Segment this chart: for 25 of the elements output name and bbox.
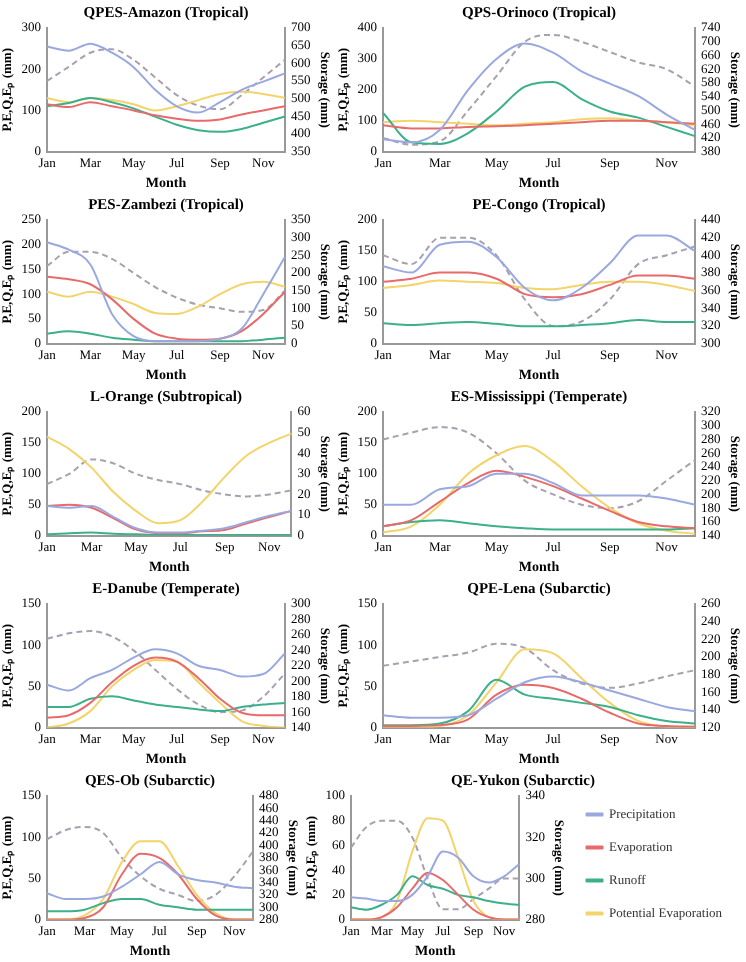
line-series <box>46 250 286 313</box>
line-series <box>46 898 254 913</box>
line-series <box>46 280 286 315</box>
line-series <box>46 695 286 713</box>
line-series <box>46 656 286 719</box>
line-series <box>350 875 521 911</box>
line-series <box>46 432 293 525</box>
line-series <box>382 426 696 510</box>
line-series <box>382 675 696 719</box>
line-series <box>382 642 696 689</box>
line-series <box>46 630 286 714</box>
line-series <box>46 648 286 692</box>
line-series <box>46 860 254 900</box>
line-series <box>46 97 286 133</box>
line-series <box>382 236 696 327</box>
line-series <box>382 469 696 530</box>
line-series <box>382 472 696 506</box>
line-series <box>46 825 254 903</box>
line-series <box>350 850 521 903</box>
line-series <box>46 90 286 112</box>
line-series <box>382 81 696 145</box>
line-series <box>46 458 293 498</box>
line-series <box>46 101 286 122</box>
line-series <box>382 234 696 302</box>
line-series <box>382 271 696 299</box>
